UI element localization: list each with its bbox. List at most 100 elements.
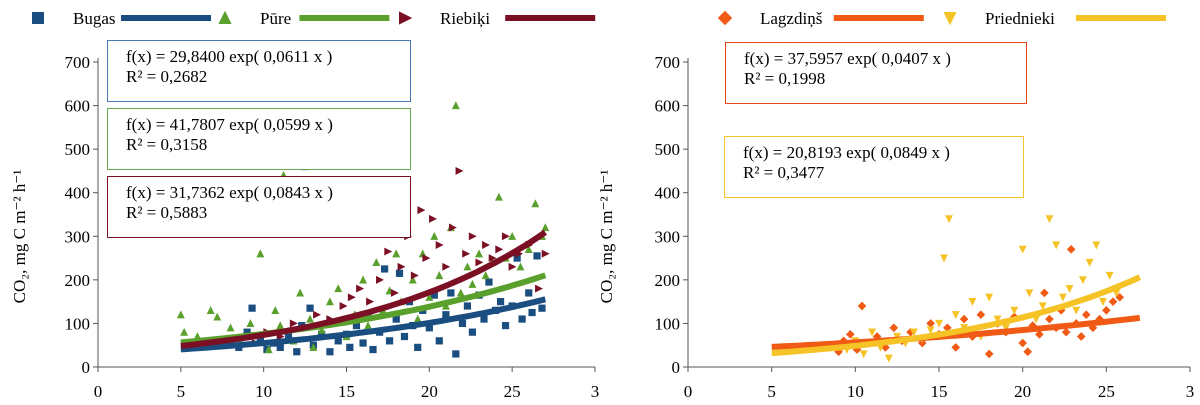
legend-label: Bugas	[73, 9, 116, 28]
data-point	[1115, 292, 1125, 302]
data-point	[1061, 327, 1071, 337]
data-point	[935, 319, 943, 328]
data-point	[1052, 241, 1061, 250]
data-point	[525, 289, 533, 297]
data-point	[243, 328, 251, 336]
data-point	[430, 291, 438, 299]
equation-box: f(x) = 29,8400 exp( 0,0611 x ) R² = 0,268…	[107, 40, 411, 102]
data-point	[309, 343, 318, 351]
data-point	[1099, 298, 1107, 306]
data-point	[1065, 284, 1074, 293]
y-axis-label: CO₂, mg C m⁻² h⁻¹	[597, 170, 616, 304]
trendline	[771, 314, 1141, 350]
series-Riebiķi	[251, 166, 550, 347]
data-point	[435, 271, 444, 280]
data-point	[494, 192, 503, 201]
data-point	[213, 312, 222, 321]
legend-marker	[218, 10, 232, 24]
y-tick-label: 200	[65, 271, 91, 290]
equation-text: f(x) = 37,5957 exp( 0,0407 x )	[744, 49, 951, 68]
data-point	[480, 315, 488, 323]
data-point	[306, 314, 315, 323]
data-point	[1072, 306, 1081, 315]
data-point	[1058, 293, 1067, 302]
data-point	[501, 322, 510, 330]
data-point	[906, 327, 915, 337]
left-chart: 0 100 200 300 400 500 600 700 0 5 10 15 20 25 3 CO₂, mg…	[10, 9, 599, 401]
data-point	[1108, 297, 1118, 306]
equation-text: f(x) = 31,7362 exp( 0,0843 x )	[126, 183, 333, 202]
data-point	[959, 314, 969, 324]
data-point	[495, 245, 504, 254]
trendline	[180, 296, 547, 353]
r-squared-text: R² = 0,3477	[743, 163, 825, 182]
data-point	[501, 232, 510, 241]
data-point	[422, 254, 431, 263]
x-tick-label: 15	[931, 382, 948, 401]
y-axis-label: CO₂, mg C m⁻² h⁻¹	[10, 170, 29, 304]
y-tick-label: 0	[672, 358, 681, 377]
data-point	[462, 249, 471, 258]
y-tick-label: 400	[65, 184, 91, 203]
equation-box: f(x) = 41,7807 exp( 0,0599 x ) R² = 0,315…	[107, 108, 411, 170]
data-point	[1028, 321, 1038, 330]
data-point	[1045, 314, 1054, 324]
data-point	[859, 350, 868, 359]
data-point	[176, 310, 185, 319]
legend-label: Lagzdiņš	[760, 9, 823, 28]
data-point	[909, 328, 918, 337]
data-point	[226, 323, 235, 332]
data-point	[508, 262, 517, 271]
data-point	[1102, 306, 1111, 315]
data-point	[1092, 241, 1101, 250]
data-point	[993, 315, 1002, 324]
data-point	[271, 306, 280, 314]
data-point	[264, 345, 273, 354]
x-tick-label: 0	[684, 382, 693, 401]
data-point	[872, 332, 882, 341]
data-point	[435, 337, 443, 345]
data-point	[413, 314, 422, 323]
data-point	[951, 343, 961, 352]
data-point	[535, 284, 543, 293]
data-point	[451, 101, 460, 110]
data-point	[468, 328, 477, 336]
data-point	[845, 330, 855, 339]
data-point	[889, 323, 899, 333]
data-point	[425, 292, 434, 301]
data-point	[485, 278, 493, 286]
data-point	[180, 327, 189, 336]
data-point	[248, 304, 256, 312]
y-tick-label: 500	[655, 140, 681, 159]
data-point	[1001, 324, 1010, 333]
data-point	[206, 306, 215, 314]
y-tick-label: 600	[65, 97, 91, 116]
x-tick-label: 25	[504, 382, 521, 401]
data-point	[429, 214, 437, 223]
data-point	[1018, 245, 1027, 254]
data-point	[945, 215, 953, 224]
data-point	[397, 262, 406, 271]
data-point	[385, 337, 394, 345]
data-point	[313, 310, 321, 319]
data-point	[395, 269, 404, 277]
legend-marker	[943, 12, 957, 26]
data-point	[325, 297, 334, 306]
data-point	[1023, 347, 1033, 357]
data-point	[306, 304, 314, 312]
data-point	[447, 289, 455, 297]
data-point	[475, 258, 484, 267]
data-point	[458, 319, 467, 328]
data-point	[334, 337, 342, 345]
x-tick-label: 5	[177, 382, 186, 401]
data-point	[392, 315, 400, 323]
x-tick-label: 25	[1098, 382, 1115, 401]
equation-text: f(x) = 29,8400 exp( 0,0611 x )	[126, 47, 333, 66]
data-point	[359, 275, 368, 284]
legend-label: Priednieki	[985, 9, 1055, 28]
data-point	[390, 288, 399, 297]
data-point	[318, 330, 326, 338]
y-tick-label: 500	[65, 140, 91, 159]
data-point	[524, 245, 533, 253]
x-tick-label: 5	[767, 382, 776, 401]
